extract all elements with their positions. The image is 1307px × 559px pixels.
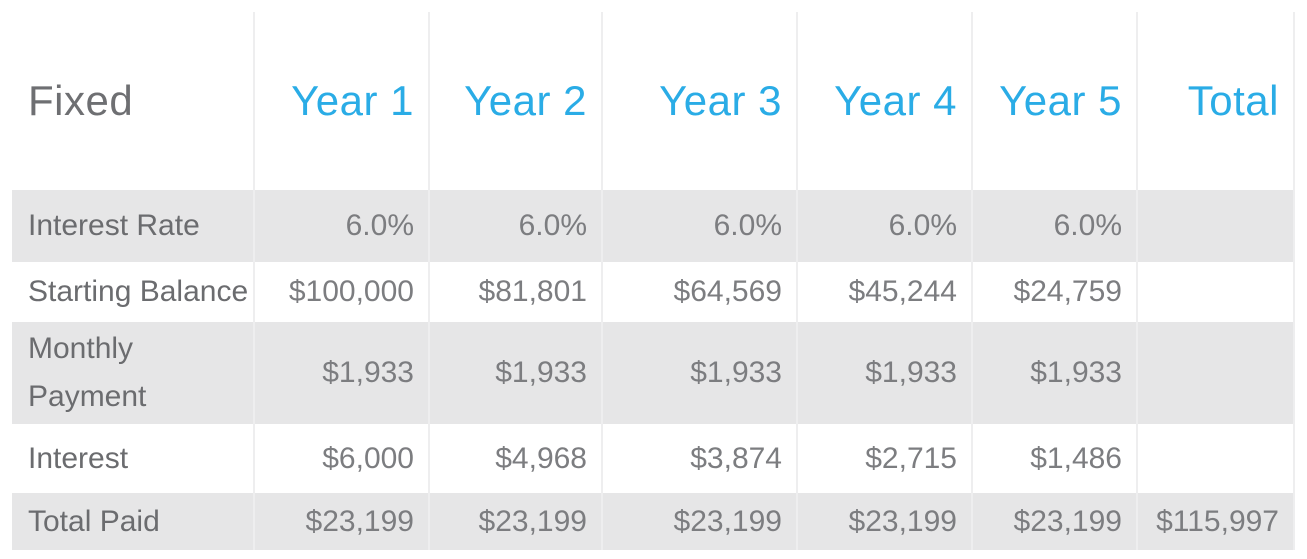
row-label-total-paid: Total Paid	[12, 493, 255, 550]
column-header-year-2: Year 2	[430, 12, 603, 190]
fixed-loan-table: Fixed Year 1 Year 2 Year 3 Year 4 Year 5…	[12, 12, 1295, 550]
cell-monthly-payment-total	[1138, 322, 1295, 424]
cell-starting-balance-year-2: $81,801	[430, 262, 603, 322]
cell-interest-rate-year-3: 6.0%	[603, 190, 798, 262]
table-title: Fixed	[12, 12, 255, 190]
cell-interest-rate-year-2: 6.0%	[430, 190, 603, 262]
column-header-total: Total	[1138, 12, 1295, 190]
row-label-interest-rate: Interest Rate	[12, 190, 255, 262]
cell-total-paid-year-5: $23,199	[973, 493, 1138, 550]
column-header-year-3: Year 3	[603, 12, 798, 190]
cell-starting-balance-year-1: $100,000	[255, 262, 430, 322]
cell-monthly-payment-year-2: $1,933	[430, 322, 603, 424]
cell-interest-year-4: $2,715	[798, 424, 973, 493]
cell-monthly-payment-year-5: $1,933	[973, 322, 1138, 424]
cell-interest-rate-total	[1138, 190, 1295, 262]
cell-starting-balance-year-5: $24,759	[973, 262, 1138, 322]
cell-total-paid-year-3: $23,199	[603, 493, 798, 550]
cell-interest-rate-year-5: 6.0%	[973, 190, 1138, 262]
cell-total-paid-total: $115,997	[1138, 493, 1295, 550]
cell-total-paid-year-2: $23,199	[430, 493, 603, 550]
row-label-starting-balance: Starting Balance	[12, 262, 255, 322]
cell-interest-rate-year-4: 6.0%	[798, 190, 973, 262]
column-header-year-4: Year 4	[798, 12, 973, 190]
cell-interest-total	[1138, 424, 1295, 493]
cell-monthly-payment-year-1: $1,933	[255, 322, 430, 424]
cell-monthly-payment-year-4: $1,933	[798, 322, 973, 424]
row-label-interest: Interest	[12, 424, 255, 493]
column-header-year-5: Year 5	[973, 12, 1138, 190]
cell-starting-balance-year-3: $64,569	[603, 262, 798, 322]
cell-interest-year-5: $1,486	[973, 424, 1138, 493]
cell-interest-year-1: $6,000	[255, 424, 430, 493]
row-label-monthly-payment: Monthly Payment	[12, 322, 255, 424]
cell-interest-year-3: $3,874	[603, 424, 798, 493]
cell-interest-rate-year-1: 6.0%	[255, 190, 430, 262]
cell-interest-year-2: $4,968	[430, 424, 603, 493]
cell-monthly-payment-year-3: $1,933	[603, 322, 798, 424]
cell-starting-balance-total	[1138, 262, 1295, 322]
cell-total-paid-year-1: $23,199	[255, 493, 430, 550]
cell-total-paid-year-4: $23,199	[798, 493, 973, 550]
column-header-year-1: Year 1	[255, 12, 430, 190]
cell-starting-balance-year-4: $45,244	[798, 262, 973, 322]
